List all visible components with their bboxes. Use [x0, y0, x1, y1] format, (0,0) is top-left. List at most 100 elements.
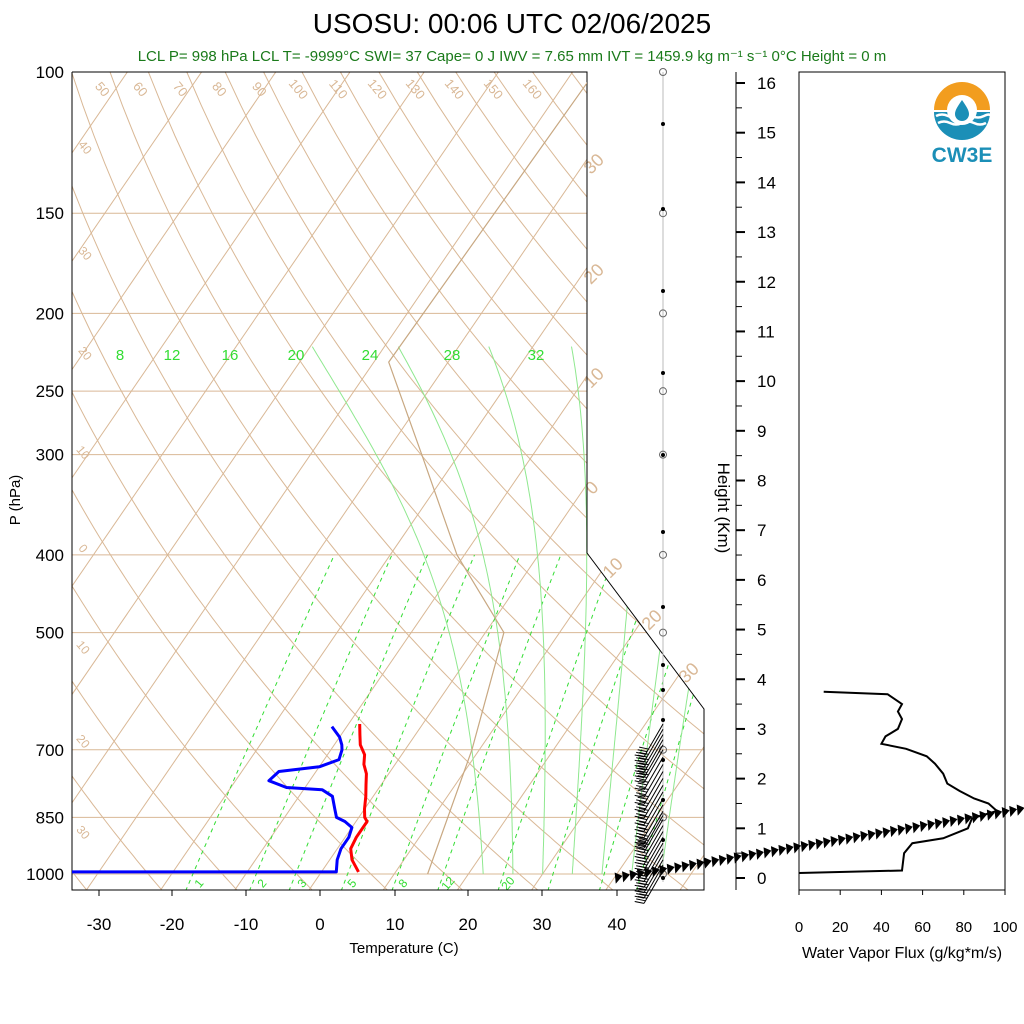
wind-barb-feather: [637, 817, 648, 821]
vf-x-tick-label: 100: [992, 919, 1017, 936]
level-dot: [661, 207, 665, 211]
wind-barb-feather: [634, 759, 645, 763]
wind-barb-feather: [634, 780, 645, 784]
ivt-barb-flag: [718, 854, 727, 867]
ivt-barb-flag: [964, 813, 973, 825]
wind-barb-feather: [639, 827, 649, 831]
dry-adiabat-label: 140: [442, 76, 467, 102]
dry-adiabat-line: [72, 72, 178, 890]
isotherm-label: 10: [73, 443, 93, 462]
level-dot: [661, 371, 665, 375]
ivt-barb-flag: [957, 814, 965, 826]
ivt-barb-flag: [882, 827, 891, 839]
wind-barb: [643, 778, 664, 812]
wind-barb-feather: [634, 861, 645, 865]
wind-barb-feather: [637, 830, 648, 834]
wind-barb-feather: [634, 828, 645, 832]
wind-barb-feather: [637, 782, 648, 786]
dry-adiabat-label: 100: [286, 76, 311, 102]
ivt-barb-flag: [778, 844, 787, 857]
ivt-barb-flag: [949, 815, 958, 828]
ivt-barb-flag: [733, 852, 742, 864]
level-dot: [661, 453, 665, 457]
wind-barb-feather: [639, 779, 649, 783]
wind-barb-feather: [639, 794, 649, 798]
skewt-grid: [72, 72, 704, 890]
wind-barb-feather: [636, 813, 646, 817]
mixing-ratio-label: 3: [294, 876, 309, 890]
ivt-barb-flag: [867, 829, 876, 841]
ivt-barb-flag: [852, 832, 861, 844]
ivt-barb-flag: [1001, 807, 1010, 819]
isotherm-label: 0: [76, 541, 91, 555]
ivt-barb-flag: [860, 830, 869, 843]
wind-barb-feather: [637, 764, 648, 768]
wind-barb-feather: [639, 767, 649, 771]
ivt-barb-flag: [934, 818, 943, 830]
wind-barb-feather: [637, 749, 648, 753]
isotherm-label: 10: [580, 364, 608, 392]
wind-barb-feather: [636, 859, 646, 863]
wind-barb-feather: [636, 819, 646, 823]
x-tick-label: 40: [608, 915, 627, 934]
wind-barb-feather: [636, 853, 646, 857]
wind-barb-feather: [636, 882, 646, 886]
vf-x-tick-label: 60: [914, 919, 931, 936]
wind-barb-feather: [636, 767, 646, 771]
moist-adiabat-label: 28: [444, 347, 461, 364]
dry-adiabat-line: [72, 72, 559, 890]
wind-barb: [643, 771, 664, 805]
logo-wave-icon: [934, 112, 990, 140]
wind-barb-feather: [634, 841, 645, 845]
level-dot: [661, 718, 665, 722]
wind-barb-feather: [637, 789, 648, 793]
ivt-barb-flag: [674, 862, 683, 874]
wind-barb-feather: [636, 876, 646, 880]
wind-barb-feather: [639, 814, 649, 818]
vf-x-tick-label: 80: [955, 919, 972, 936]
moist-adiabat-line: [571, 346, 588, 875]
moist-adiabat-label: 16: [222, 347, 239, 364]
isotherm-label: 20: [580, 260, 608, 288]
mixing-ratio-label: 2: [254, 876, 269, 890]
ivt-barb-flag: [644, 867, 653, 879]
ivt-barb-flag: [897, 824, 906, 836]
dry-adiabat-label: 80: [209, 79, 230, 100]
x-tick-label: 30: [533, 915, 552, 934]
series-dewpoint-line: [72, 725, 354, 874]
wind-barb-feather: [634, 849, 645, 853]
isotherm-label: 30: [675, 659, 703, 687]
dry-adiabat-line: [72, 72, 406, 890]
ivt-barb-flag: [890, 825, 898, 838]
isotherm-line: [72, 72, 376, 890]
wind-barb: [643, 749, 664, 783]
chart-subtitle: LCL P= 998 hPa LCL T= -9999°C SWI= 37 Ca…: [137, 48, 887, 65]
y-tick-label: 200: [36, 304, 64, 323]
ivt-barb-flag: [666, 863, 675, 875]
wind-barb-feather: [637, 803, 648, 807]
wind-barb-feather: [634, 794, 645, 798]
mixing-ratio-line: [340, 554, 475, 890]
wind-barb-feather: [636, 785, 646, 788]
wind-barb-feather: [637, 759, 648, 763]
x-tick-label: -10: [234, 915, 259, 934]
mixing-ratio-label: 8: [395, 876, 410, 890]
wind-barb-feather: [636, 898, 646, 902]
y-tick-label: 500: [36, 624, 64, 643]
wind-barb-feather: [636, 887, 646, 891]
mixing-ratio-line: [547, 554, 660, 890]
height-tick-label: 7: [757, 521, 766, 540]
ivt-barb-flag: [942, 817, 951, 829]
level-circle: [659, 309, 667, 318]
wind-barbs: [614, 68, 1024, 904]
wind-barb-feather: [636, 762, 646, 766]
moist-adiabat-line: [488, 346, 546, 875]
moist-adiabat-line: [601, 346, 641, 875]
series-temperature-line: [349, 723, 369, 873]
wind-barb: [643, 870, 664, 904]
wind-barb-feather: [634, 884, 645, 888]
moist-adiabat-label: 32: [528, 347, 545, 364]
dry-adiabat-line: [357, 72, 704, 890]
wind-barb-feather: [634, 822, 645, 826]
